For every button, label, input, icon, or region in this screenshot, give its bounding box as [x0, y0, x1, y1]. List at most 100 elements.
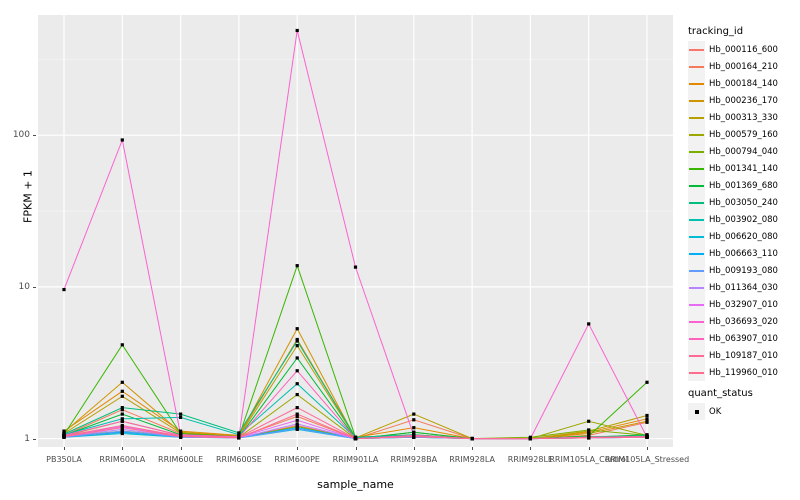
legend-item-label: Hb_003902_080 [709, 214, 778, 225]
data-point-marker [120, 389, 124, 393]
legend-line-icon [689, 304, 704, 306]
x-axis-tick-mark [472, 447, 474, 450]
legend-item-label: Hb_001341_140 [709, 163, 778, 174]
data-point-marker [295, 327, 299, 331]
legend-color-swatch [688, 313, 705, 330]
legend-item-label: Hb_001369_680 [709, 180, 778, 191]
data-point-marker [295, 412, 299, 416]
data-point-marker [295, 414, 299, 419]
legend-item[interactable]: Hb_109187_010 [688, 347, 800, 364]
data-point-marker [295, 369, 299, 373]
legend-item[interactable]: Hb_001341_140 [688, 160, 800, 177]
legend-item[interactable]: Hb_000579_160 [688, 126, 800, 143]
data-point-marker [412, 430, 416, 434]
legend-item[interactable]: Hb_006663_110 [688, 245, 800, 262]
data-point-marker [120, 427, 124, 431]
x-axis-tick-mark [355, 447, 357, 450]
legend-line-icon [689, 355, 704, 357]
legend-color-swatch [688, 211, 705, 228]
y-axis-tick-mark [33, 135, 36, 137]
legend-item-label: Hb_009193_080 [709, 265, 778, 276]
data-point-marker [179, 412, 183, 416]
legend-line-icon [689, 151, 704, 153]
data-point-marker [587, 419, 591, 423]
y-axis-tick-label: 10 [18, 281, 30, 292]
data-point-marker [120, 138, 124, 142]
legend-line-icon [689, 372, 704, 374]
data-point-marker [295, 422, 299, 426]
legend-color-swatch [688, 347, 705, 364]
legend-color-swatch [688, 364, 705, 381]
legend-item[interactable]: Hb_032907_010 [688, 296, 800, 313]
legend-item[interactable]: Hb_003050_240 [688, 194, 800, 211]
data-point-marker [645, 413, 649, 418]
legend-item[interactable]: Hb_009193_080 [688, 262, 800, 279]
x-axis-tick-mark [413, 447, 415, 450]
data-point-marker [120, 423, 124, 428]
legend-color-swatch [688, 160, 705, 177]
legend2-marker-swatch [688, 403, 705, 420]
data-point-marker [587, 431, 591, 436]
plot-panel [38, 15, 673, 447]
legend-line-icon [689, 134, 704, 136]
legend-color-swatch [688, 194, 705, 211]
y-axis-tick-label: 1 [24, 433, 30, 444]
legend-color-swatch [688, 262, 705, 279]
x-axis-tick-label: RRIM600PE [274, 455, 320, 464]
legend-item-label: Hb_032907_010 [709, 299, 778, 310]
legend-line-icon [689, 202, 704, 204]
legend-item[interactable]: Hb_003902_080 [688, 211, 800, 228]
x-axis-tick-mark [530, 447, 532, 450]
data-point-marker [645, 419, 649, 423]
legend-item[interactable]: Hb_006620_080 [688, 228, 800, 245]
legend-item[interactable]: Hb_063907_010 [688, 330, 800, 347]
legend-item-label: Hb_063907_010 [709, 333, 778, 344]
legend-item[interactable]: Hb_036693_020 [688, 313, 800, 330]
legend-line-icon [689, 117, 704, 119]
data-point-marker [120, 412, 124, 416]
legend2-items: OK [688, 403, 800, 420]
legend-item[interactable]: Hb_000236_170 [688, 92, 800, 109]
legend-item[interactable]: Hb_000313_330 [688, 109, 800, 126]
legend-item-label: Hb_036693_020 [709, 316, 778, 327]
grid-layer [38, 15, 673, 447]
legend-line-icon [689, 321, 704, 323]
legend-quant-status: quant_status OK [688, 388, 800, 420]
legend-item-label: Hb_000116_600 [709, 44, 778, 55]
x-axis-tick-mark [64, 447, 65, 450]
legend-color-swatch [688, 143, 705, 160]
legend-item-label: Hb_000313_330 [709, 112, 778, 123]
x-axis-tick-label: RRIM928LE [507, 455, 553, 464]
legend-color-swatch [688, 330, 705, 347]
series-line [63, 357, 648, 440]
legend-color-swatch [688, 228, 705, 245]
data-point-marker [295, 406, 299, 410]
legend-line-icon [689, 168, 704, 170]
legend-line-icon [689, 287, 704, 289]
legend-item[interactable]: Hb_001369_680 [688, 177, 800, 194]
legend-item[interactable]: Hb_000184_140 [688, 75, 800, 92]
legend-line-icon [689, 66, 704, 68]
data-point-marker [120, 394, 124, 398]
legend2-item[interactable]: OK [688, 403, 800, 420]
y-axis-tick-mark [33, 286, 36, 288]
legend-item[interactable]: Hb_000164_210 [688, 58, 800, 75]
data-point-marker [587, 436, 591, 440]
x-axis-tick-label: RRIM105LA_Control [549, 455, 629, 464]
legend-items: Hb_000116_600 Hb_000164_210 Hb_000184_140 H… [688, 41, 800, 381]
legend-item[interactable]: Hb_119960_010 [688, 364, 800, 381]
x-axis-tick-mark [180, 447, 182, 450]
legend-item[interactable]: Hb_000116_600 [688, 41, 800, 58]
data-point-marker [120, 343, 124, 347]
data-point-marker [120, 408, 124, 412]
data-point-marker [295, 418, 299, 422]
legend-item[interactable]: Hb_011364_030 [688, 279, 800, 296]
data-point-marker [353, 436, 358, 441]
series-line [63, 264, 648, 440]
legend-tracking-id: tracking_id Hb_000116_600 Hb_000164_210 Hb… [688, 26, 800, 381]
data-point-marker [295, 28, 299, 33]
data-point-marker [587, 322, 591, 326]
legend-item-label: Hb_109187_010 [709, 350, 778, 361]
legend-item[interactable]: Hb_000794_040 [688, 143, 800, 160]
data-point-marker [295, 356, 299, 360]
